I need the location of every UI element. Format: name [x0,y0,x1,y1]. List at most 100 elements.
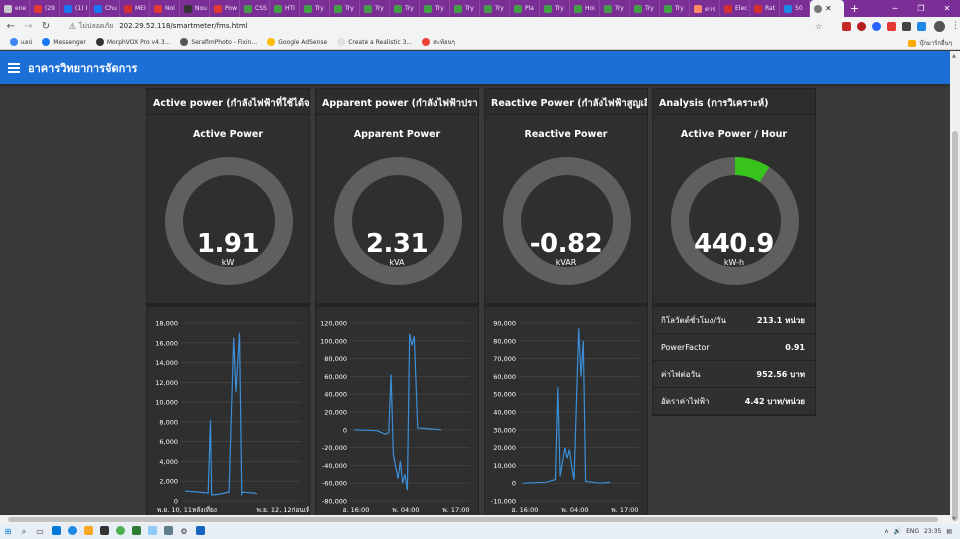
scrollbar-thumb[interactable] [8,517,938,522]
browser-tab[interactable]: HTI [270,0,300,17]
profile-avatar[interactable] [934,20,945,32]
stat-value: 4.42 บาท/หน่วย [744,396,805,406]
browser-tab[interactable]: Pow [210,0,240,17]
puzzle-icon[interactable] [902,21,912,31]
taskbar: ⊞ ⌕ ▭ ⚙ ∧ 🔊 ENG 23:35 ▤ [0,524,960,539]
maximize-icon[interactable]: ❐ [917,4,925,13]
bookmark-label: Messenger [53,38,86,46]
bookmark-item[interactable]: SerafimPhoto - Fixin... [180,37,257,47]
word-icon[interactable] [192,526,208,537]
browser-tab[interactable]: Try [630,0,660,17]
bookmark-item[interactable]: MorphVOX Pro v4.3... [95,37,170,47]
x-tick-label: พ. 04:00 [561,506,588,514]
bookmark-item[interactable]: Create a Realistic 3... [337,37,412,47]
horizontal-scrollbar[interactable] [0,515,950,524]
other-bookmarks[interactable]: บุ๊กมาร์กอื่นๆ [908,38,952,48]
app-icon[interactable] [80,526,96,537]
browser-tab[interactable]: Try [360,0,390,17]
browser-tab[interactable]: Chu [90,0,120,17]
extension-icon[interactable] [917,21,927,31]
browser-tab[interactable]: Try [660,0,690,17]
browser-tab[interactable]: Try [330,0,360,17]
browser-tab[interactable]: Nou [180,0,210,17]
vertical-scrollbar[interactable]: ▲ ▼ [950,51,960,524]
task-view-icon[interactable]: ▭ [36,527,44,536]
bookmark-item[interactable]: Google AdSense [267,37,327,47]
notification-icon[interactable]: ▤ [946,528,952,535]
browser-tab[interactable]: Noi [150,0,180,17]
browser-tab[interactable]: Try [390,0,420,17]
more-menu-icon[interactable]: ⋮ [950,21,960,31]
reload-icon[interactable]: ↻ [41,20,51,32]
browser-tab[interactable]: Try [300,0,330,17]
url-text[interactable]: 202.29.52.118/smartmeter/fms.html [119,22,248,30]
bookmark-item[interactable]: สะท้อนๆ [422,37,455,47]
x-tick-label: พ. 04:00 [392,506,419,514]
browser-tab[interactable]: (29 [30,0,60,17]
browser-tab[interactable]: Try [450,0,480,17]
windows-start-icon[interactable]: ⊞ [4,527,12,536]
extension-icon[interactable] [872,21,882,31]
close-tab-icon[interactable]: ✕ [825,4,832,13]
app-icon[interactable] [64,526,80,537]
scroll-down-icon[interactable]: ▼ [952,516,956,522]
url-field[interactable]: ⚠ ไม่ปลอดภัย 202.29.52.118/smartmeter/fm… [62,19,829,33]
browser-tab[interactable]: Try [540,0,570,17]
browser-tab[interactable]: MEI [120,0,150,17]
bookmarks-bar: แอป Messenger MorphVOX Pro v4.3... SerafimP… [0,35,960,50]
gear-icon[interactable]: ⚙ [180,527,188,536]
browser-tab[interactable]: Hoi [570,0,600,17]
browser-tab[interactable]: Rat [750,0,780,17]
new-tab-button[interactable]: + [850,2,860,15]
gauge-fill [734,157,770,183]
security-label[interactable]: ไม่ปลอดภัย [78,21,114,30]
extension-icon[interactable] [857,21,867,31]
y-tick-label: -80,000 [322,498,347,506]
language-indicator[interactable]: ENG [906,528,920,535]
bookmark-icon [180,38,189,46]
series-line [184,332,258,497]
browser-tab[interactable]: CSS [240,0,270,17]
browser-tab[interactable]: ตาร [690,0,720,17]
app-icon[interactable] [128,526,144,537]
search-icon[interactable]: ⌕ [21,526,27,536]
bookmark-item[interactable]: Messenger [42,37,86,47]
chevron-up-icon[interactable]: ∧ [884,528,889,535]
browser-tab[interactable]: Try [480,0,510,17]
browser-tab[interactable]: ene [0,0,30,17]
chrome-icon[interactable] [112,526,128,537]
scroll-up-icon[interactable]: ▲ [952,53,956,59]
app-icon[interactable] [48,526,64,537]
favicon-icon [214,4,222,13]
line-chart-panel: 90,000 80,000 70,000 60,000 50,000 40,000 30,0… [485,307,647,517]
browser-tab[interactable]: Elec [720,0,750,17]
browser-tab[interactable]: Try [420,0,450,17]
app-icon[interactable] [96,526,112,537]
menu-icon[interactable] [8,62,20,73]
clock[interactable]: 23:35 [924,528,942,535]
back-icon[interactable]: ← [6,20,15,32]
gauge-panel: Active Power / Hour 440.9 kW-h [653,115,815,307]
window-controls: ─ ❐ ✕ [882,0,960,17]
scrollbar-thumb[interactable] [952,131,958,521]
extension-icon[interactable] [842,21,852,31]
active-tab[interactable]: ✕ [810,0,844,17]
warning-icon[interactable]: ⚠ [68,21,76,31]
x-tick-label: พ. 17:00 [442,506,469,514]
browser-tab[interactable]: (1) I [60,0,90,17]
bookmark-item[interactable]: แอป [10,37,32,47]
app-icon[interactable] [144,526,160,537]
app-icon[interactable] [160,526,176,537]
y-tick-label: 90,000 [493,320,516,328]
tab-label: Noi [165,5,175,12]
tab-label: HTI [285,5,295,12]
browser-tab[interactable]: 50 [780,0,810,17]
close-window-icon[interactable]: ✕ [943,4,951,13]
bookmark-star-icon[interactable]: ☆ [815,21,823,31]
minimize-icon[interactable]: ─ [892,4,898,13]
extension-icon[interactable] [887,21,897,31]
browser-tab[interactable]: Pla [510,0,540,17]
browser-tab[interactable]: Try [600,0,630,17]
volume-icon[interactable]: 🔊 [893,528,902,535]
forward-icon[interactable]: → [24,20,33,32]
